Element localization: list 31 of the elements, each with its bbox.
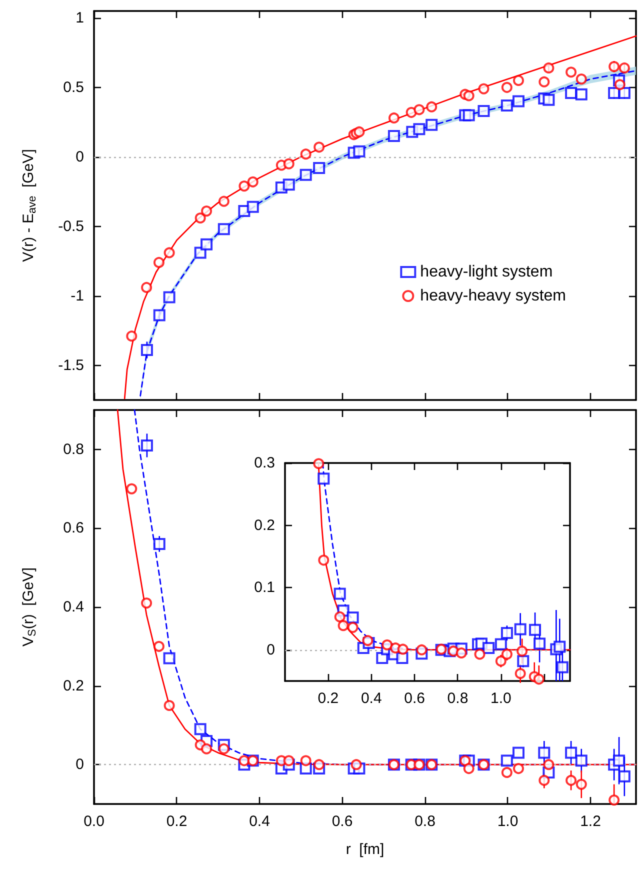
x-tick-label: 1.0 <box>497 813 518 830</box>
x-tick-label: 0.8 <box>447 690 468 707</box>
y-tick-label: 0 <box>76 756 84 774</box>
x-tick-label: 0.8 <box>414 813 436 830</box>
x-axis-title: r [fm] <box>346 841 384 858</box>
x-tick-label: 1.2 <box>580 813 601 830</box>
legend-label: heavy-light system <box>420 264 553 280</box>
x-tick-label: 0.0 <box>84 813 104 830</box>
x-tick-label: 0.4 <box>360 690 382 707</box>
y-axis-title: V(r) - Eave [GeV] <box>20 149 38 262</box>
legend-label: heavy-heavy system <box>420 288 566 304</box>
y-tick-label: -1 <box>70 287 84 304</box>
y-tick-label: 0.6 <box>63 520 84 537</box>
y-tick-label: 0.1 <box>254 579 275 596</box>
x-tick-label: 0.2 <box>318 690 339 707</box>
y-tick-label: 1 <box>76 9 84 26</box>
y-tick-label: 0.2 <box>254 516 275 534</box>
y-tick-label: -0.5 <box>58 218 84 235</box>
y-tick-label: 0.3 <box>254 454 275 472</box>
y-tick-label: 0 <box>76 148 84 166</box>
y-tick-label: 0.2 <box>63 677 84 694</box>
y-tick-label: 0.4 <box>63 598 84 616</box>
y-axis-title: VS(r) [GeV] <box>20 567 38 647</box>
y-tick-label: 0.5 <box>63 78 84 96</box>
x-tick-label: 0.6 <box>332 813 353 830</box>
y-tick-label: 0.8 <box>63 440 84 458</box>
y-tick-label: -1.5 <box>58 356 84 374</box>
x-tick-label: 0.2 <box>166 813 188 830</box>
y-tick-label: 0 <box>266 641 275 658</box>
x-tick-label: 1.0 <box>490 690 512 707</box>
x-tick-label: 0.6 <box>404 690 425 707</box>
